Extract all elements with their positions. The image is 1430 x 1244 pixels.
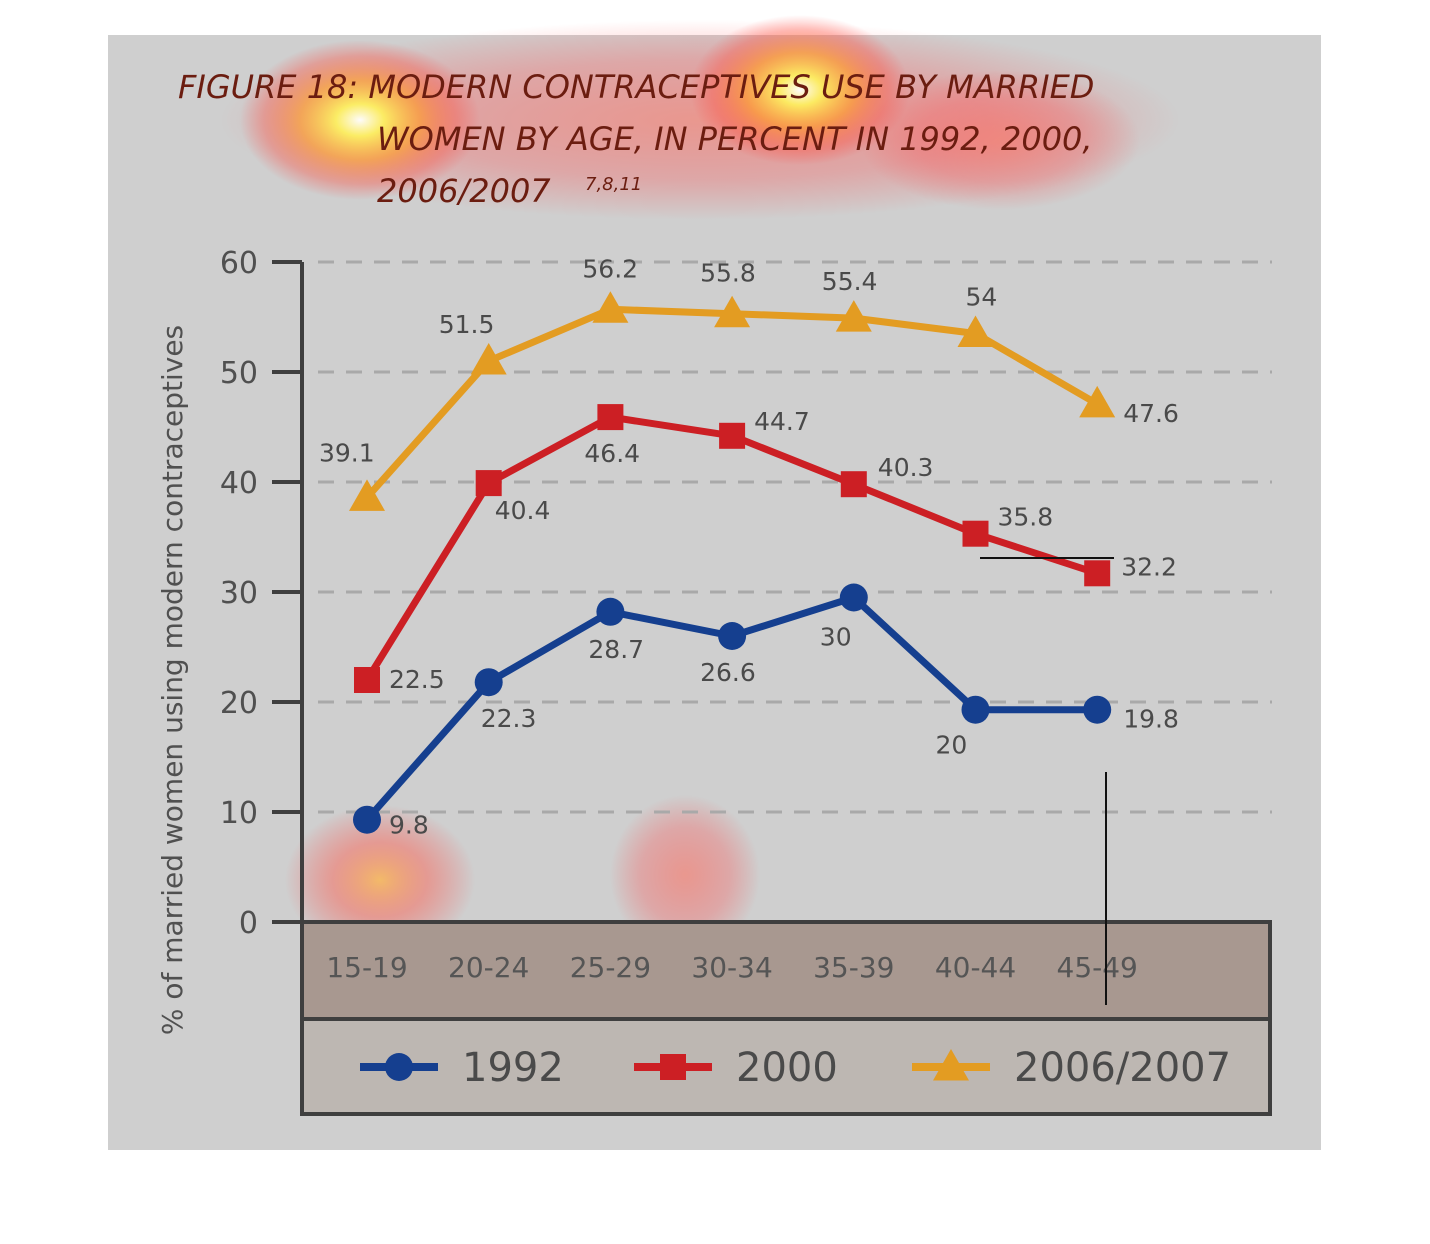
y-tick-label-0: 0 (239, 906, 258, 941)
legend-label-2006/2007: 2006/2007 (1014, 1045, 1231, 1091)
chart-title-line-3: 2006/2007 (377, 172, 551, 210)
point-1992-40-44 (962, 696, 990, 724)
point-1992-35-39 (840, 584, 868, 612)
point-2000-45-49 (1084, 560, 1110, 586)
data-label-2000-45-49: 32.2 (1121, 552, 1177, 581)
data-label-2006/2007-40-44: 54 (966, 283, 998, 312)
data-label-2006/2007-15-19: 39.1 (319, 438, 375, 467)
data-label-1992-40-44: 20 (936, 731, 968, 760)
point-1992-15-19 (353, 806, 381, 834)
data-label-2000-25-29: 46.4 (584, 439, 640, 468)
x-tick-label-30-34: 30-34 (691, 951, 772, 984)
y-tick-label-30: 30 (220, 576, 258, 611)
point-1992-45-49 (1083, 696, 1111, 724)
data-label-2006/2007-30-34: 55.8 (700, 259, 756, 288)
y-tick-label-60: 60 (220, 246, 258, 281)
data-label-1992-15-19: 9.8 (389, 811, 429, 840)
legend: 1992 2000 2006/2007 (360, 1045, 1231, 1091)
point-2000-20-24 (476, 470, 502, 496)
data-label-1992-20-24: 22.3 (481, 704, 537, 733)
data-label-2000-35-39: 40.3 (878, 453, 934, 482)
y-tick-label-10: 10 (220, 796, 258, 831)
x-tick-label-20-24: 20-24 (448, 951, 529, 984)
x-tick-label-25-29: 25-29 (570, 951, 651, 984)
legend-label-1992: 1992 (462, 1045, 564, 1091)
y-tick-label-20: 20 (220, 686, 258, 721)
point-2000-30-34 (719, 423, 745, 449)
point-1992-30-34 (718, 622, 746, 650)
x-tick-labels: 15-19 20-24 25-29 30-34 35-39 40-44 45-49 (326, 951, 1138, 984)
data-label-1992-25-29: 28.7 (588, 635, 644, 664)
data-label-2006/2007-35-39: 55.4 (822, 267, 878, 296)
point-1992-20-24 (475, 668, 503, 696)
chart-title-superscript: 7,8,11 (585, 174, 642, 195)
y-axis-label: % of married women using modern contrace… (156, 325, 189, 1035)
x-tick-label-45-49: 45-49 (1057, 951, 1138, 984)
point-2000-15-19 (354, 667, 380, 693)
point-2000-35-39 (841, 471, 867, 497)
legend-marker-1992 (385, 1053, 413, 1081)
data-label-2006/2007-25-29: 56.2 (582, 254, 638, 283)
chart-svg: FIGURE 18: MODERN CONTRACEPTIVES USE BY … (0, 0, 1430, 1244)
chart-title-line-1: FIGURE 18: MODERN CONTRACEPTIVES USE BY … (178, 68, 1094, 106)
data-label-2000-20-24: 40.4 (495, 496, 551, 525)
data-label-1992-45-49: 19.8 (1123, 705, 1179, 734)
x-tick-label-40-44: 40-44 (935, 951, 1016, 984)
data-label-2000-30-34: 44.7 (754, 407, 810, 436)
data-label-2000-15-19: 22.5 (389, 665, 445, 694)
chart: FIGURE 18: MODERN CONTRACEPTIVES USE BY … (0, 0, 1430, 1244)
x-tick-label-15-19: 15-19 (326, 951, 407, 984)
point-1992-25-29 (596, 598, 624, 626)
x-tick-label-35-39: 35-39 (813, 951, 894, 984)
data-label-1992-30-34: 26.6 (700, 658, 756, 687)
y-tick-label-40: 40 (220, 466, 258, 501)
legend-label-2000: 2000 (736, 1045, 838, 1091)
data-label-2000-40-44: 35.8 (998, 503, 1054, 532)
data-label-2006/2007-20-24: 51.5 (439, 310, 495, 339)
legend-marker-2000 (660, 1054, 686, 1080)
chart-title-line-2: WOMEN BY AGE, IN PERCENT IN 1992, 2000, (377, 120, 1093, 158)
point-2000-40-44 (963, 521, 989, 547)
data-label-2006/2007-45-49: 47.6 (1123, 399, 1179, 428)
y-tick-label-50: 50 (220, 356, 258, 391)
point-2000-25-29 (597, 404, 623, 430)
data-label-1992-35-39: 30 (820, 623, 852, 652)
